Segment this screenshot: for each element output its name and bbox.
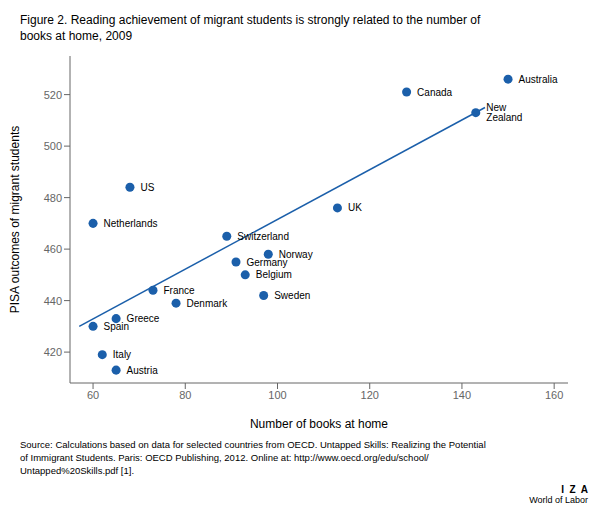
svg-text:Australia: Australia: [519, 74, 558, 85]
svg-text:Spain: Spain: [104, 321, 130, 332]
html-text:Untapped%20Skills.pdf [1].: Untapped%20Skills.pdf [1].: [20, 465, 135, 476]
svg-text:60: 60: [87, 389, 99, 401]
svg-text:440: 440: [44, 295, 62, 307]
svg-text:Greece: Greece: [127, 313, 160, 324]
svg-text:Denmark: Denmark: [187, 298, 229, 309]
svg-text:Canada: Canada: [417, 87, 452, 98]
svg-text:80: 80: [179, 389, 191, 401]
html-text:Source: Calculations based on: Source: Calculations based on data for s…: [20, 439, 486, 450]
svg-text:Netherlands: Netherlands: [104, 218, 158, 229]
svg-text:Norway: Norway: [279, 249, 313, 260]
svg-text:100: 100: [268, 389, 286, 401]
svg-text:140: 140: [453, 389, 471, 401]
html-text:books at home, 2009: books at home, 2009: [20, 29, 133, 43]
svg-text:480: 480: [44, 192, 62, 204]
html-text:of Immigrant Students. Paris:: of Immigrant Students. Paris: OECD Publi…: [20, 452, 429, 463]
svg-text:520: 520: [44, 89, 62, 101]
svg-text:Sweden: Sweden: [274, 290, 310, 301]
svg-text:Italy: Italy: [113, 349, 131, 360]
html-text:World of Labor: World of Labor: [529, 495, 588, 505]
svg-text:NewZealand: NewZealand: [486, 102, 522, 123]
svg-text:Germany: Germany: [246, 256, 288, 268]
svg-text:Number of books at home: Number of books at home: [250, 417, 388, 431]
svg-text:France: France: [164, 285, 196, 296]
html-text:I Z A: I Z A: [561, 484, 588, 495]
svg-text:160: 160: [545, 389, 563, 401]
svg-text:Belgium: Belgium: [256, 269, 292, 280]
svg-text:Switzerland: Switzerland: [237, 231, 289, 242]
svg-text:UK: UK: [348, 202, 362, 213]
svg-text:500: 500: [44, 140, 62, 152]
svg-text:120: 120: [361, 389, 379, 401]
svg-text:420: 420: [44, 346, 62, 358]
svg-text:460: 460: [44, 243, 62, 255]
html-text:Figure 2. Reading achievement: Figure 2. Reading achievement of migrant…: [20, 13, 481, 27]
svg-text:PISA outcomes of migrant stude: PISA outcomes of migrant students: [8, 126, 22, 313]
svg-text:Austria: Austria: [127, 365, 159, 376]
svg-text:US: US: [140, 182, 154, 193]
